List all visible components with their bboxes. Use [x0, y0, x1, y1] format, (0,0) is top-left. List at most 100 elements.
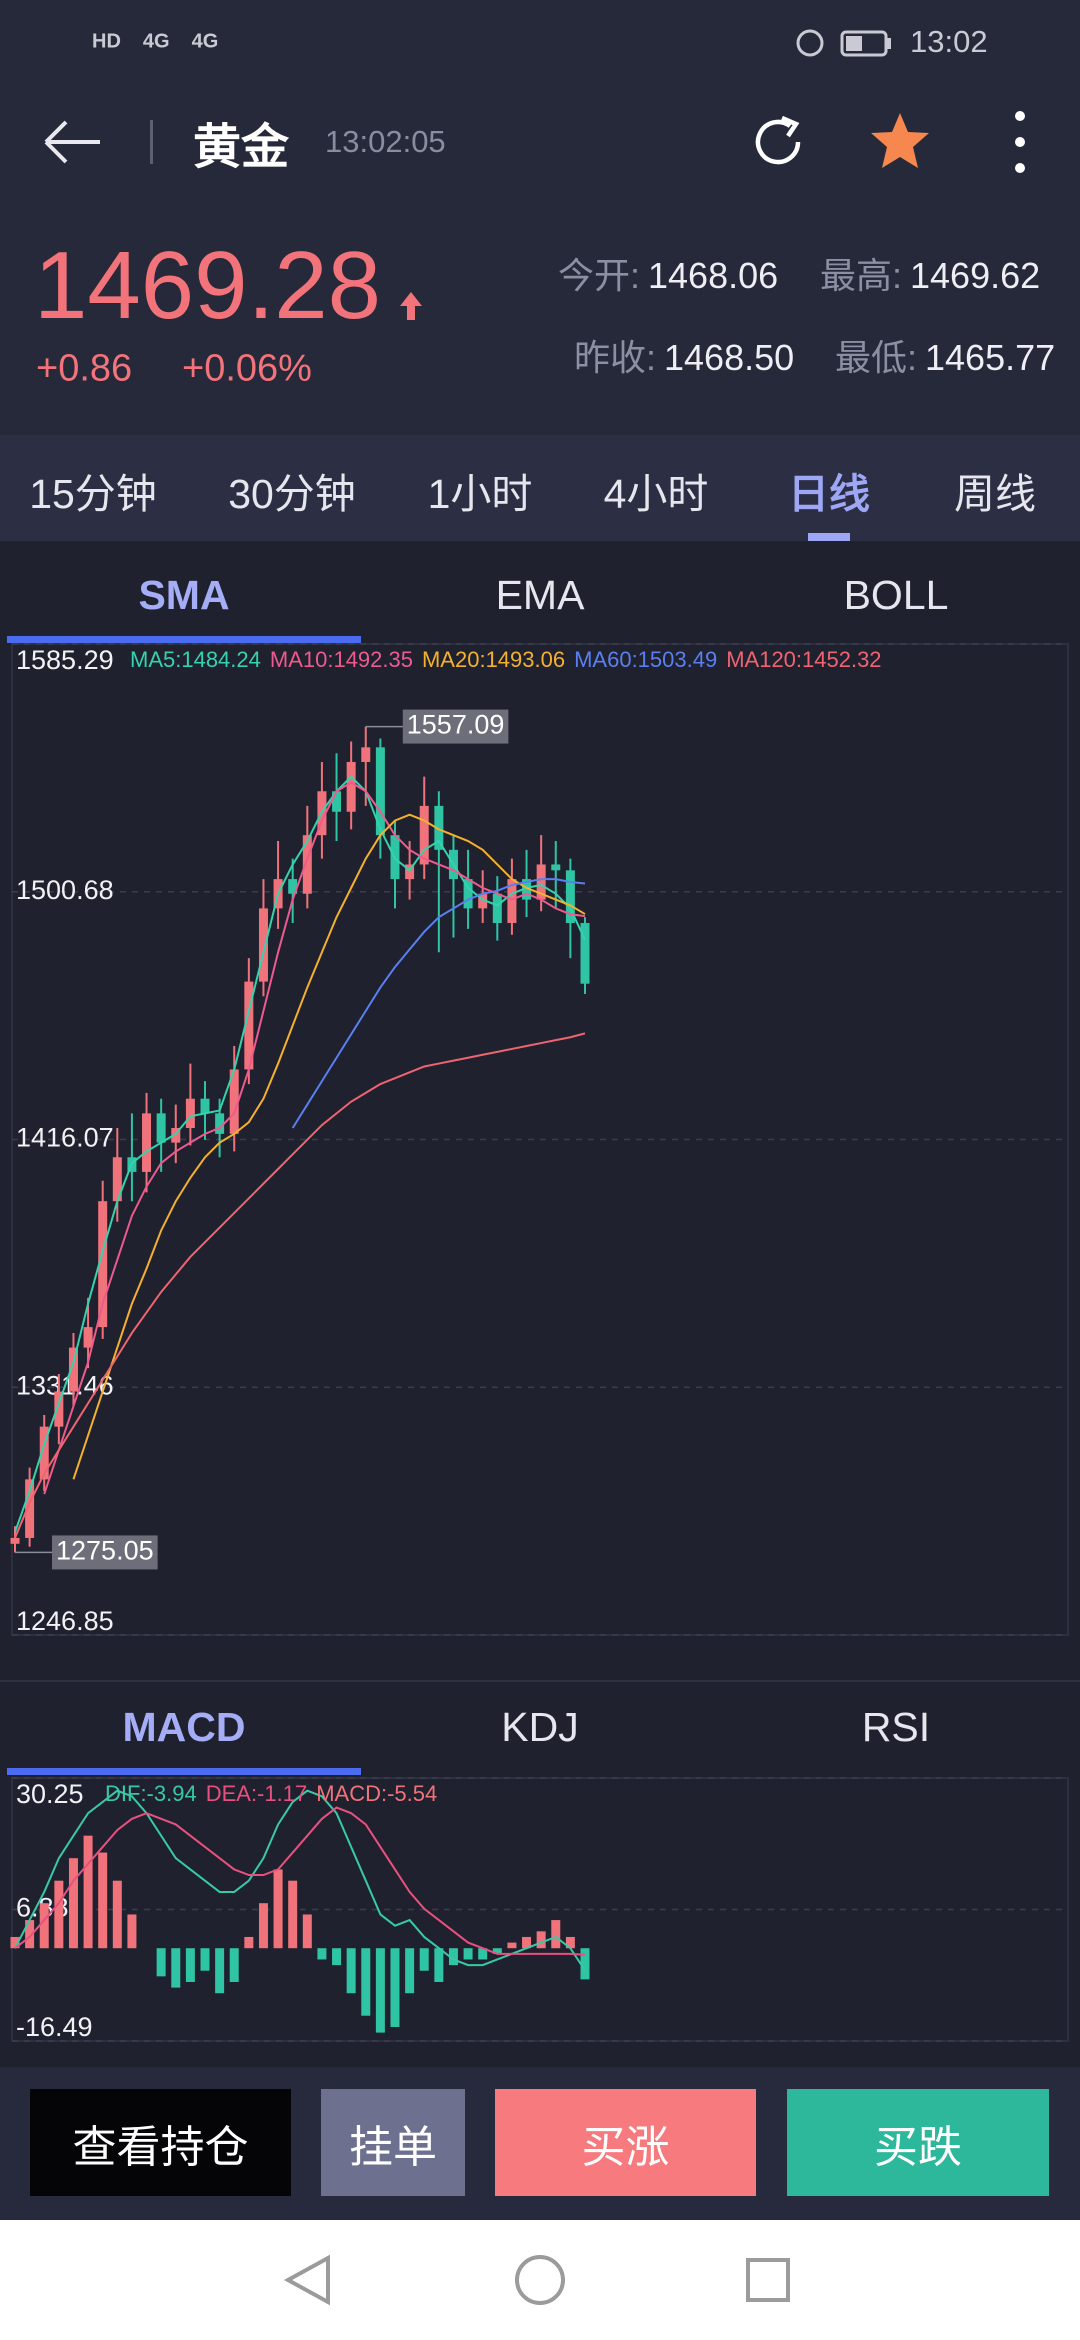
- macd-bar: [448, 1948, 458, 1966]
- system-nav-icons: [283, 2254, 790, 2306]
- legend-entry: MA20:1493.06: [422, 647, 565, 672]
- period-tab[interactable]: 周线: [954, 471, 1036, 517]
- candle-body: [83, 1327, 93, 1348]
- candle-body: [522, 879, 532, 900]
- macd-bar: [478, 1948, 488, 1960]
- menu-button[interactable]: [1005, 108, 1035, 176]
- candle-body: [112, 1157, 122, 1202]
- candle-body: [215, 1113, 225, 1134]
- candle-body: [375, 747, 385, 836]
- macd-bar: [127, 1914, 137, 1949]
- action-button[interactable]: 挂单: [321, 2089, 465, 2196]
- period-tab[interactable]: 4小时: [603, 471, 709, 517]
- candle-body: [156, 1113, 166, 1143]
- status-time: 13:02: [910, 24, 988, 59]
- period-tab[interactable]: 30分钟: [228, 471, 356, 517]
- y-tick-label: 1500.68: [16, 875, 114, 905]
- macd-bar: [536, 1931, 546, 1949]
- macd-bar: [434, 1948, 444, 1982]
- macd-bar: [258, 1903, 268, 1949]
- candle-body: [229, 1069, 239, 1134]
- indicator-tab[interactable]: KDJ: [501, 1704, 578, 1750]
- macd-bar: [302, 1914, 312, 1949]
- candle-body: [580, 923, 590, 984]
- header-background: [0, 0, 1080, 435]
- candle-body: [405, 864, 415, 880]
- stat-label: 最低:: [835, 337, 918, 378]
- candle-body: [10, 1537, 20, 1544]
- network-indicator: 4G: [142, 30, 170, 53]
- candle-body: [302, 835, 312, 894]
- macd-bar: [156, 1948, 166, 1977]
- candle-body: [551, 864, 561, 871]
- macd-bar: [522, 1936, 532, 1949]
- macd-bar: [200, 1948, 210, 1971]
- y-tick-label: 1416.07: [16, 1123, 114, 1153]
- macd-bar: [390, 1948, 400, 2027]
- action-button[interactable]: 查看持仓: [30, 2089, 291, 2196]
- period-tab[interactable]: 日线: [788, 471, 870, 517]
- system-nav-bar: [0, 2220, 1080, 2340]
- indicator-tab[interactable]: MACD: [123, 1704, 246, 1750]
- indicator-line: [43, 781, 586, 1495]
- period-tab[interactable]: 1小时: [427, 471, 533, 517]
- candle-body: [54, 1391, 64, 1427]
- refresh-button[interactable]: [750, 112, 810, 172]
- stat-value: 1468.50: [664, 337, 795, 378]
- macd-bar: [419, 1948, 429, 1971]
- status-icons: [796, 29, 891, 57]
- legend-entry: DEA:-1.17: [206, 1781, 308, 1806]
- macd-bar: [112, 1880, 122, 1949]
- nav-recents[interactable]: [746, 2258, 790, 2302]
- candle-body: [185, 1098, 195, 1128]
- macd-bar: [244, 1936, 254, 1949]
- macd-bar: [273, 1869, 283, 1949]
- candle-body: [507, 879, 517, 924]
- macd-bar: [54, 1880, 64, 1949]
- macd-bar: [492, 1948, 502, 1954]
- macd-bar: [25, 1920, 35, 1949]
- favorite-button[interactable]: [868, 110, 932, 172]
- macd-bar: [288, 1880, 298, 1949]
- candle-body: [258, 908, 268, 982]
- candle-body: [171, 1127, 181, 1143]
- macd-bar: [405, 1948, 415, 1994]
- action-button[interactable]: 买跌: [787, 2089, 1049, 2196]
- extreme-label: 1557.09: [407, 710, 505, 740]
- y-tick-label: 30.25: [16, 1779, 84, 1809]
- candle-body: [346, 761, 356, 812]
- candle-body: [142, 1113, 152, 1172]
- macd-bar: [375, 1948, 385, 2033]
- nav-home[interactable]: [515, 2255, 565, 2305]
- indicator-tab[interactable]: BOLL: [844, 572, 949, 618]
- candle-body: [419, 805, 429, 865]
- candle-body: [98, 1201, 108, 1328]
- macd-bar: [361, 1948, 371, 2016]
- legend-entry: MA5:1484.24: [130, 647, 261, 672]
- charts: SMA EMA BOLL1585.291500.681416.071331.4612…: [0, 572, 1080, 2042]
- indicator-tab[interactable]: RSI: [862, 1704, 930, 1750]
- stat-value: 1468.06: [648, 255, 779, 296]
- nav-back[interactable]: [283, 2254, 330, 2306]
- page-title: 黄金: [193, 121, 290, 174]
- candle-body: [565, 870, 575, 924]
- macd-bar: [580, 1948, 590, 1980]
- quote-stat: 最低: 1465.77: [835, 329, 1055, 381]
- period-tab[interactable]: 15分钟: [29, 471, 157, 517]
- stat-label: 最高:: [820, 255, 903, 296]
- stat-value: 1465.77: [925, 337, 1056, 378]
- macd-bar: [171, 1948, 181, 1988]
- indicator-line: [14, 775, 586, 1533]
- candle-body: [288, 879, 298, 894]
- indicator-tab[interactable]: EMA: [496, 572, 586, 618]
- legend-entry: MA60:1503.49: [574, 647, 717, 672]
- battery-icon: [840, 30, 888, 57]
- back-button[interactable]: [40, 117, 110, 167]
- indicator-tab[interactable]: SMA: [138, 572, 229, 618]
- period-tab-bar: [0, 435, 1080, 541]
- candle-body: [39, 1426, 49, 1480]
- action-button[interactable]: 买涨: [495, 2089, 756, 2196]
- legend-entry: MACD:-5.54: [316, 1781, 437, 1806]
- y-tick-label: 1246.85: [16, 1606, 114, 1636]
- price-change-percent: +0.06%: [182, 347, 312, 390]
